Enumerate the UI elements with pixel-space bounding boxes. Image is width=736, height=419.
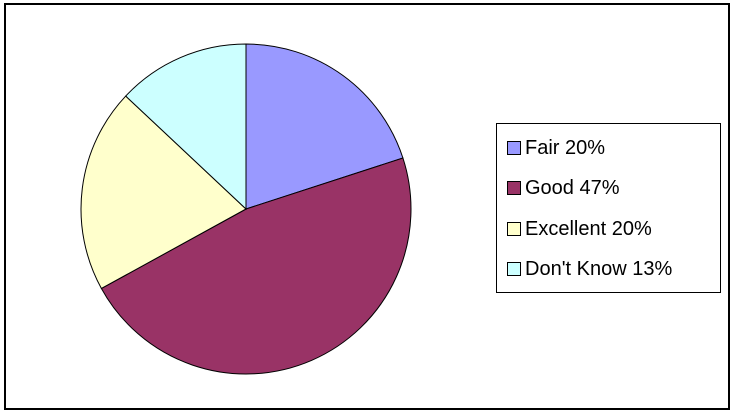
pie-slice-fair xyxy=(245,43,404,210)
pie-slice-good xyxy=(100,157,412,375)
legend-label-excellent: Excellent 20% xyxy=(525,217,652,240)
legend-swatch-dont-know xyxy=(507,262,521,276)
legend-item-dont-know: Don't Know 13% xyxy=(507,257,672,281)
legend-swatch-fair xyxy=(507,141,521,155)
pie-slice-excellent xyxy=(80,95,247,290)
pie-slices xyxy=(80,43,412,375)
legend-item-fair: Fair 20% xyxy=(507,136,605,160)
legend-item-excellent: Excellent 20% xyxy=(507,217,652,241)
legend-swatch-good xyxy=(507,181,521,195)
legend-label-good: Good 47% xyxy=(525,176,620,199)
pie-slice-dont-know xyxy=(125,43,247,211)
legend-swatch-excellent xyxy=(507,222,521,236)
legend-label-dont-know: Don't Know 13% xyxy=(525,257,673,280)
legend: Fair 20% Good 47% Excellent 20% Don't Kn… xyxy=(496,123,721,293)
legend-label-fair: Fair 20% xyxy=(525,136,606,159)
legend-item-good: Good 47% xyxy=(507,176,620,200)
